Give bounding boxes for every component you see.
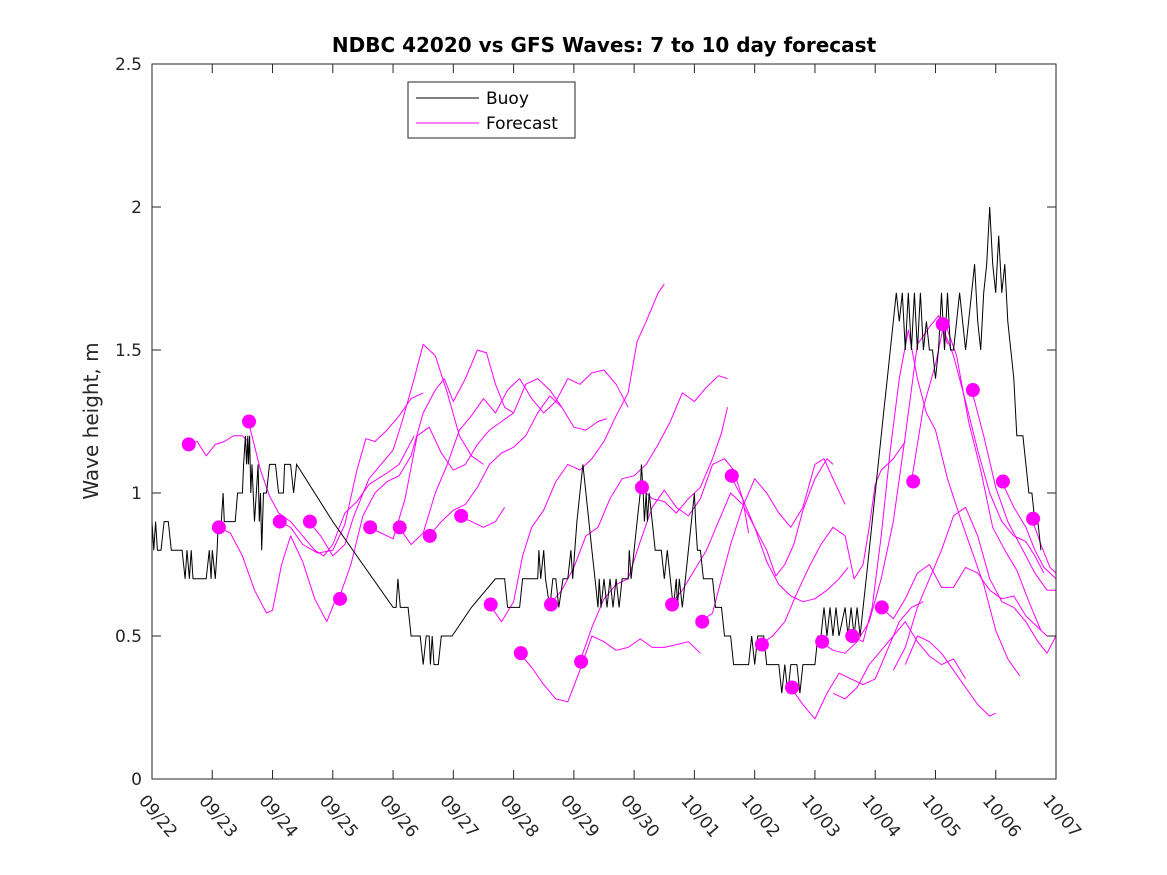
forecast-line xyxy=(971,389,1056,591)
forecast-line xyxy=(941,324,1045,574)
buoy-line-group xyxy=(151,206,1042,694)
axes-background xyxy=(152,64,1056,779)
forecast-marker xyxy=(242,414,257,429)
axes-box xyxy=(151,63,1057,780)
forecast-marker xyxy=(935,317,950,332)
forecast-marker xyxy=(695,614,710,629)
forecast-marker xyxy=(874,600,889,615)
forecast-line xyxy=(850,329,1021,677)
forecast-line xyxy=(549,375,728,605)
forecast-marker xyxy=(574,654,589,669)
forecast-marker xyxy=(363,520,378,535)
forecast-line xyxy=(579,458,750,662)
forecast-marker xyxy=(302,514,317,529)
y-tick-label: 0 xyxy=(131,770,142,790)
forecast-markers xyxy=(181,317,1041,695)
forecast-line xyxy=(639,407,728,514)
forecast-marker xyxy=(543,597,558,612)
forecast-marker xyxy=(1026,511,1041,526)
forecast-line xyxy=(820,315,948,654)
forecast-marker xyxy=(785,680,800,695)
forecast-line xyxy=(489,283,665,623)
forecast-marker xyxy=(272,514,287,529)
y-tick-label: 0.5 xyxy=(115,627,142,647)
forecast-line xyxy=(278,392,424,554)
forecast-marker xyxy=(211,520,226,535)
forecast-marker xyxy=(724,468,739,483)
forecast-line xyxy=(218,526,337,623)
y-tick-label: 2.5 xyxy=(115,55,142,75)
forecast-marker xyxy=(422,528,437,543)
buoy-line xyxy=(151,206,1042,694)
forecast-line xyxy=(338,349,514,599)
forecast-line xyxy=(459,507,506,528)
forecast-line xyxy=(832,621,967,700)
forecast-marker xyxy=(665,597,680,612)
forecast-marker xyxy=(815,634,830,649)
forecast-lines xyxy=(188,283,1057,720)
chart-title: NDBC 42020 vs GFS Waves: 7 to 10 day for… xyxy=(332,33,877,57)
y-axis: 0 0.5 1 1.5 2 2.5 xyxy=(115,55,1056,790)
forecast-marker xyxy=(392,520,407,535)
forecast-marker xyxy=(845,629,860,643)
y-tick-label: 1.5 xyxy=(115,341,142,361)
forecast-marker xyxy=(454,508,469,523)
forecast-line xyxy=(730,475,849,603)
forecast-marker xyxy=(333,591,348,606)
forecast-line xyxy=(368,378,563,540)
forecast-line xyxy=(519,635,701,703)
forecast-marker xyxy=(513,646,528,661)
legend: Buoy Forecast xyxy=(407,81,576,139)
forecast-line xyxy=(790,601,924,720)
forecast-line xyxy=(910,320,1042,631)
forecast-line xyxy=(428,395,608,537)
y-tick-label: 1 xyxy=(131,484,142,504)
forecast-marker xyxy=(483,597,498,612)
forecast-line xyxy=(308,343,484,557)
plot-area xyxy=(151,63,1057,780)
forecast-marker xyxy=(634,480,649,495)
forecast-line xyxy=(247,421,415,557)
forecast-line xyxy=(880,564,1048,637)
forecast-line xyxy=(892,506,1057,671)
forecast-line xyxy=(669,458,834,605)
legend-forecast-label: Forecast xyxy=(486,114,558,134)
forecast-marker xyxy=(965,383,980,398)
forecast-marker xyxy=(181,437,196,452)
forecast-line xyxy=(700,458,846,623)
legend-buoy-label: Buoy xyxy=(486,89,529,109)
forecast-line xyxy=(904,635,996,717)
forecast-line xyxy=(1031,518,1057,574)
forecast-marker xyxy=(754,637,769,652)
forecast-marker xyxy=(906,474,921,489)
forecast-line xyxy=(398,369,629,545)
forecast-line xyxy=(1001,481,1057,580)
legend-box xyxy=(407,81,576,139)
forecast-line xyxy=(188,435,249,457)
forecast-marker xyxy=(995,474,1010,489)
y-axis-label: Wave height, m xyxy=(79,342,103,499)
y-tick-label: 2 xyxy=(131,198,142,218)
forecast-line xyxy=(760,441,906,646)
